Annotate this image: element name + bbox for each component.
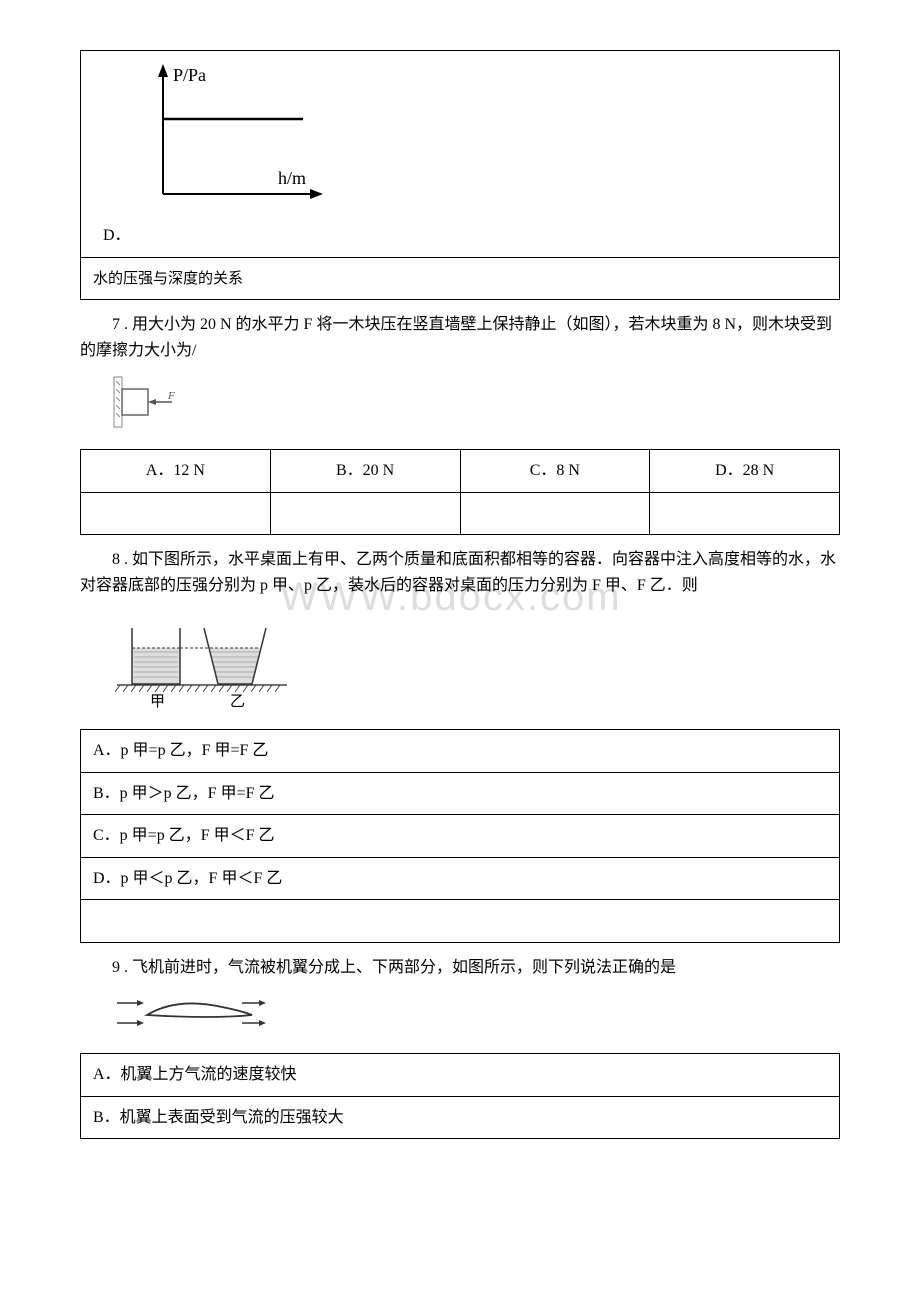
q6-option-d-label: D．: [103, 227, 131, 244]
y-axis-arrow: [158, 64, 168, 77]
q6-option-table: P/Pa h/m D． 水的压强与深度的关系: [80, 50, 840, 300]
q6-graph: P/Pa h/m: [123, 59, 343, 219]
x-axis-arrow: [310, 189, 323, 199]
y-axis-label: P/Pa: [173, 65, 206, 85]
label-jia: 甲: [150, 694, 165, 710]
q7-diagram: F: [112, 375, 840, 439]
wall: [114, 377, 122, 427]
container-jia: [132, 628, 180, 684]
q7-options-table: A．12 N B．20 N C．8 N D．28 N: [80, 449, 840, 535]
table-hatch: [115, 685, 287, 692]
q6-caption-cell: 水的压强与深度的关系: [81, 257, 840, 300]
q8-diagram: 甲 乙: [112, 610, 840, 719]
q8-options-table: A．p 甲=p 乙，F 甲=F 乙 B．p 甲＞p 乙，F 甲=F 乙 C．p …: [80, 729, 840, 943]
x-axis-label: h/m: [278, 168, 306, 188]
q8-option-b: B．p 甲＞p 乙，F 甲=F 乙: [81, 772, 840, 815]
q7-option-a: A．12 N: [81, 449, 271, 492]
q9-option-a: A．机翼上方气流的速度较快: [81, 1054, 840, 1097]
q9-diagram: [112, 993, 840, 1044]
block: [122, 389, 148, 415]
q7-empty-c: [460, 492, 650, 535]
force-label: F: [167, 390, 175, 402]
q9-text: 9 . 飞机前进时，气流被机翼分成上、下两部分，如图所示，则下列说法正确的是: [80, 955, 840, 981]
q7-option-b: B．20 N: [270, 449, 460, 492]
q6-caption: 水的压强与深度的关系: [93, 271, 243, 287]
q7-empty-b: [270, 492, 460, 535]
q6-option-d-cell: P/Pa h/m D．: [81, 51, 840, 258]
q9-option-b: B．机翼上表面受到气流的压强较大: [81, 1096, 840, 1139]
q7-text: 7 . 用大小为 20 N 的水平力 F 将一木块压在竖直墙壁上保持静止（如图）…: [80, 312, 840, 363]
q7-option-c: C．8 N: [460, 449, 650, 492]
airfoil: [147, 1003, 252, 1017]
q8-option-c: C．p 甲=p 乙，F 甲＜F 乙: [81, 815, 840, 858]
q8-text: 8 . 如下图所示，水平桌面上有甲、乙两个质量和底面积都相等的容器．向容器中注入…: [80, 547, 840, 598]
q8-empty: [81, 900, 840, 943]
q8-option-a: A．p 甲=p 乙，F 甲=F 乙: [81, 729, 840, 772]
q7-empty-a: [81, 492, 271, 535]
container-yi: [204, 628, 266, 684]
q9-options-table: A．机翼上方气流的速度较快 B．机翼上表面受到气流的压强较大: [80, 1053, 840, 1139]
label-yi: 乙: [230, 694, 245, 710]
q7-empty-d: [650, 492, 840, 535]
q8-option-d: D．p 甲＜p 乙，F 甲＜F 乙: [81, 857, 840, 900]
q7-option-d: D．28 N: [650, 449, 840, 492]
